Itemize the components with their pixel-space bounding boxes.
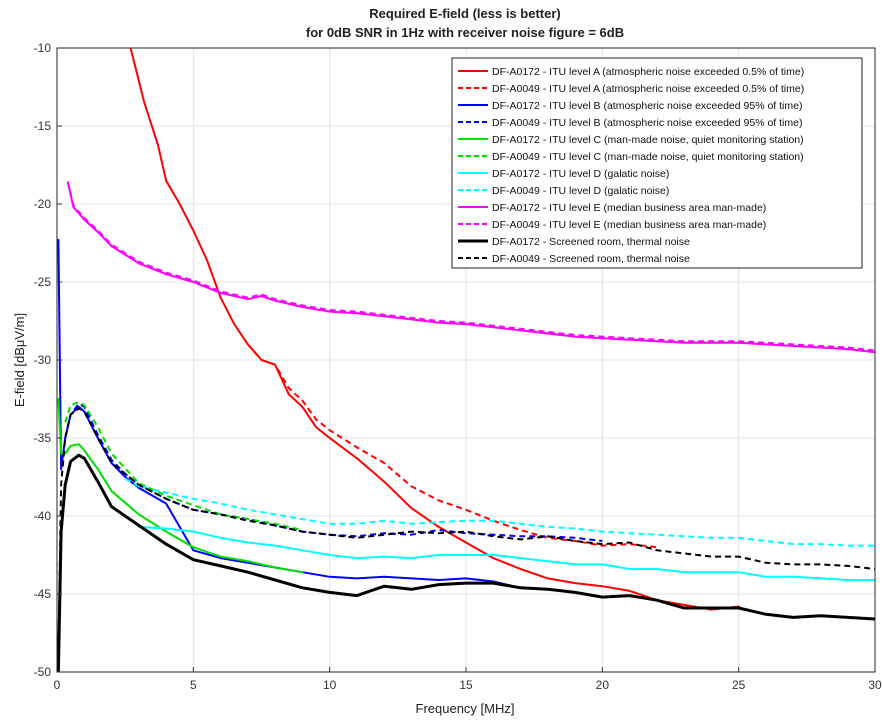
legend: DF-A0172 - ITU level A (atmospheric nois… xyxy=(451,57,863,269)
legend-label: DF-A0172 - Screened room, thermal noise xyxy=(492,236,690,248)
x-tick-label: 10 xyxy=(323,678,337,692)
series-line-0 xyxy=(129,48,740,611)
y-tick-label: -20 xyxy=(34,197,52,211)
series-line-5 xyxy=(64,401,303,531)
y-tick-label: -35 xyxy=(34,431,52,445)
y-tick-label: -50 xyxy=(34,665,52,679)
series-line-2 xyxy=(57,238,522,589)
series-line-6 xyxy=(137,525,875,581)
series-line-11 xyxy=(57,407,875,657)
series-line-10 xyxy=(57,453,875,672)
series-line-8 xyxy=(66,181,875,354)
series-line-4 xyxy=(57,398,304,574)
chart-title: Required E-field (less is better) xyxy=(369,6,560,21)
legend-label: DF-A0049 - ITU level D (galatic noise) xyxy=(492,185,669,197)
x-tick-label: 20 xyxy=(596,678,610,692)
x-axis-label: Frequency [MHz] xyxy=(416,701,515,716)
legend-label: DF-A0172 - ITU level C (man-made noise, … xyxy=(492,134,804,146)
legend-label: DF-A0172 - ITU level E (median business … xyxy=(492,202,766,214)
series-layer xyxy=(57,48,875,672)
y-tick-label: -30 xyxy=(34,353,52,367)
legend-label: DF-A0049 - ITU level E (median business … xyxy=(492,219,766,231)
y-axis-label: E-field [dBμV/m] xyxy=(12,313,27,407)
x-tick-label: 30 xyxy=(868,678,882,692)
y-tick-label: -40 xyxy=(34,509,52,523)
legend-label: DF-A0049 - Screened room, thermal noise xyxy=(492,253,690,265)
y-tick-label: -45 xyxy=(34,587,52,601)
series-line-1 xyxy=(247,343,658,549)
legend-box xyxy=(451,57,863,269)
legend-label: DF-A0049 - ITU level A (atmospheric nois… xyxy=(492,83,804,95)
legend-label: DF-A0172 - ITU level D (galatic noise) xyxy=(492,168,669,180)
series-line-9 xyxy=(66,181,875,352)
legend-label: DF-A0049 - ITU level C (man-made noise, … xyxy=(492,151,804,163)
x-tick-label: 15 xyxy=(459,678,473,692)
legend-label: DF-A0172 - ITU level A (atmospheric nois… xyxy=(492,66,804,78)
legend-label: DF-A0172 - ITU level B (atmospheric nois… xyxy=(492,100,802,112)
x-tick-label: 0 xyxy=(54,678,61,692)
axes: 0 5 10 15 20 25 30 -10 -15 -20 -25 -30 -35 -40 -45 -50 xyxy=(34,41,882,692)
x-tick-label: 5 xyxy=(190,678,197,692)
series-line-7 xyxy=(124,477,875,547)
y-tick-label: -15 xyxy=(34,119,52,133)
plot-frame xyxy=(56,47,876,673)
y-tick-label: -10 xyxy=(34,41,52,55)
chart-subtitle: for 0dB SNR in 1Hz with receiver noise f… xyxy=(306,25,624,40)
y-tick-label: -25 xyxy=(34,275,52,289)
legend-label: DF-A0049 - ITU level B (atmospheric nois… xyxy=(492,117,802,129)
x-tick-label: 25 xyxy=(732,678,746,692)
